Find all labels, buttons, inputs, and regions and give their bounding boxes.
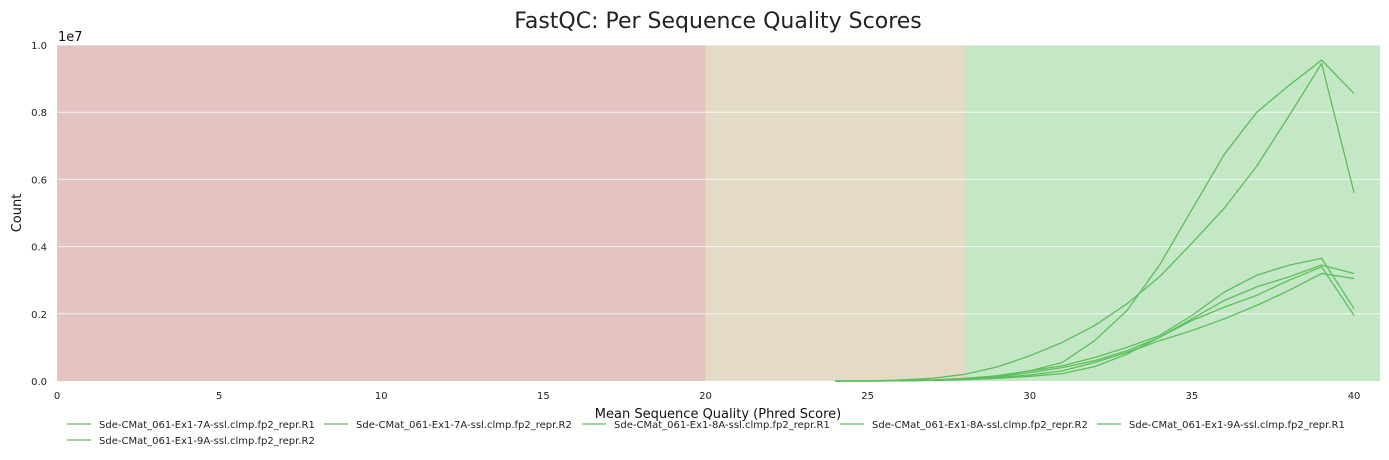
chart-title: FastQC: Per Sequence Quality Scores: [514, 9, 922, 34]
series-line-1: [835, 62, 1355, 382]
y-scale-label: 1e7: [58, 30, 83, 45]
legend-label-3: Sde-CMat_061-Ex1-8A-ssl.clmp.fp2_repr.R2: [872, 420, 1088, 431]
y-tick-label-2: 0.4: [31, 243, 47, 254]
x-tick-label-4: 20: [699, 391, 712, 402]
y-tick-label-3: 0.6: [31, 175, 47, 186]
y-tick-label-4: 0.8: [31, 108, 47, 119]
legend-label-1: Sde-CMat_061-Ex1-7A-ssl.clmp.fp2_repr.R2: [356, 420, 572, 431]
y-axis-ticks: 0.0 0.2 0.4 0.6 0.8 1.0: [31, 41, 47, 388]
y-axis-label: Count: [10, 194, 25, 233]
legend-label-0: Sde-CMat_061-Ex1-7A-ssl.clmp.fp2_repr.R1: [99, 420, 315, 431]
x-axis-ticks: 0 5 10 15 20 25 30 35 40: [54, 391, 1361, 402]
x-axis-label: Mean Sequence Quality (Phred Score): [595, 407, 841, 422]
x-tick-label-5: 25: [861, 391, 874, 402]
legend-label-2: Sde-CMat_061-Ex1-8A-ssl.clmp.fp2_repr.R1: [614, 420, 830, 431]
x-tick-label-2: 10: [375, 391, 388, 402]
quality-zone-1: [705, 45, 965, 381]
x-tick-label-0: 0: [54, 391, 60, 402]
quality-zone-2: [964, 45, 1380, 381]
legend-label-5: Sde-CMat_061-Ex1-9A-ssl.clmp.fp2_repr.R2: [99, 436, 315, 447]
grid-lines: [57, 44, 1380, 315]
x-tick-label-1: 5: [216, 391, 222, 402]
x-tick-label-8: 40: [1348, 391, 1361, 402]
series-line-5: [835, 272, 1355, 382]
x-tick-label-6: 30: [1023, 391, 1036, 402]
quality-zones: [57, 45, 1380, 381]
y-tick-label-0: 0.0: [31, 377, 47, 388]
quality-zone-0: [57, 45, 706, 381]
x-tick-label-7: 35: [1186, 391, 1199, 402]
legend: Sde-CMat_061-Ex1-7A-ssl.clmp.fp2_repr.R1…: [67, 420, 1345, 447]
y-tick-label-1: 0.2: [31, 310, 47, 321]
series-lines: [835, 59, 1355, 382]
legend-label-4: Sde-CMat_061-Ex1-9A-ssl.clmp.fp2_repr.R1: [1129, 420, 1345, 431]
x-tick-label-3: 15: [537, 391, 550, 402]
y-tick-label-5: 1.0: [31, 41, 47, 52]
